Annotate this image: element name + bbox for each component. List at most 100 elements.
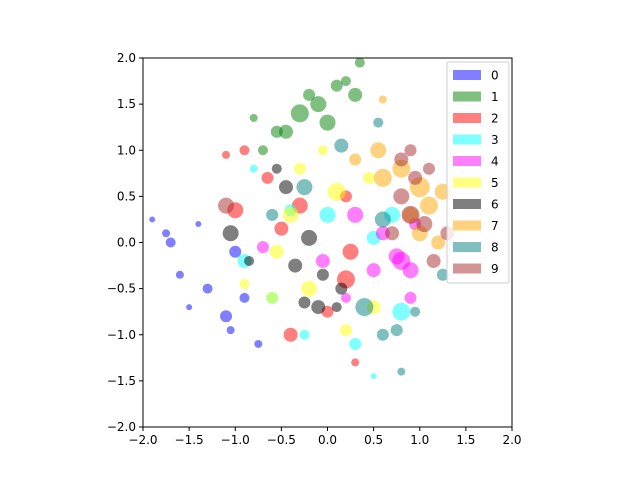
scatter-point xyxy=(335,282,348,295)
x-tick-label: 1.5 xyxy=(456,433,475,447)
scatter-point xyxy=(422,162,435,175)
legend-label: 4 xyxy=(491,155,499,169)
legend-swatch xyxy=(453,134,481,145)
y-tick-label: 1.0 xyxy=(117,143,136,157)
scatter-point xyxy=(226,326,235,335)
scatter-point xyxy=(408,170,423,185)
scatter-point xyxy=(394,152,409,167)
scatter-point xyxy=(270,125,283,138)
scatter-point xyxy=(278,180,293,195)
scatter-point xyxy=(393,188,410,205)
scatter-point xyxy=(162,229,171,238)
scatter-point xyxy=(195,221,202,228)
y-tick-label: 1.5 xyxy=(117,97,136,111)
scatter-point xyxy=(218,197,235,214)
y-tick-label: −1.5 xyxy=(107,374,136,388)
scatter-point xyxy=(404,291,417,304)
scatter-point xyxy=(426,253,441,268)
legend-label: 5 xyxy=(491,176,499,190)
legend-swatch xyxy=(453,199,481,209)
scatter-point xyxy=(334,138,349,153)
legend-label: 1 xyxy=(491,90,499,104)
x-tick-label: −1.0 xyxy=(221,433,250,447)
scatter-point xyxy=(349,337,362,350)
scatter-point xyxy=(319,206,336,223)
scatter-point xyxy=(316,268,329,281)
scatter-point xyxy=(301,280,318,297)
y-tick-label: −1.0 xyxy=(107,328,136,342)
scatter-point xyxy=(392,302,411,321)
scatter-point xyxy=(301,229,318,246)
x-tick-label: −2.0 xyxy=(128,433,157,447)
y-tick-label: −2.0 xyxy=(107,420,136,434)
legend-swatch xyxy=(453,91,481,102)
scatter-point xyxy=(374,211,391,228)
scatter-point xyxy=(269,244,284,259)
scatter-point xyxy=(385,226,400,241)
scatter-point xyxy=(388,248,405,265)
scatter-point xyxy=(342,243,359,260)
legend-swatch xyxy=(453,70,481,80)
scatter-point xyxy=(351,358,360,367)
legend-label: 9 xyxy=(491,262,499,276)
legend-swatch xyxy=(453,156,481,166)
scatter-point xyxy=(340,76,351,87)
scatter-point xyxy=(331,302,342,313)
scatter-point xyxy=(311,300,326,315)
scatter-point xyxy=(327,182,346,201)
scatter-point xyxy=(239,279,250,290)
x-tick-label: 2.0 xyxy=(502,433,521,447)
scatter-point xyxy=(239,145,250,156)
scatter-point xyxy=(257,145,268,156)
scatter-point xyxy=(299,329,310,340)
scatter-point xyxy=(278,124,293,139)
scatter-point xyxy=(222,225,239,242)
scatter-point xyxy=(165,237,176,248)
scatter-point xyxy=(376,328,389,341)
scatter-point xyxy=(363,171,376,184)
scatter-point xyxy=(416,216,433,233)
scatter-point xyxy=(271,163,282,174)
legend-swatch xyxy=(453,242,481,252)
scatter-point xyxy=(355,298,374,317)
scatter-point xyxy=(283,327,298,342)
legend-label: 8 xyxy=(491,241,499,255)
scatter-point xyxy=(366,263,381,278)
legend-label: 3 xyxy=(491,133,499,147)
scatter-point xyxy=(340,292,351,303)
scatter-point xyxy=(436,268,449,281)
scatter-point xyxy=(288,258,303,273)
scatter-point xyxy=(244,255,255,266)
legend-swatch xyxy=(453,263,481,274)
scatter-point xyxy=(310,96,327,113)
scatter-point xyxy=(202,283,213,294)
y-tick-label: 0.0 xyxy=(117,236,136,250)
scatter-point xyxy=(220,310,233,323)
scatter-point xyxy=(370,142,387,159)
scatter-point xyxy=(378,95,387,104)
scatter-point xyxy=(254,339,263,348)
scatter-point xyxy=(290,104,309,123)
scatter-point xyxy=(319,114,336,131)
x-tick-label: 0.0 xyxy=(318,433,337,447)
scatter-point xyxy=(404,144,417,157)
scatter-point xyxy=(373,168,392,187)
legend-swatch xyxy=(453,220,481,231)
scatter-point xyxy=(397,367,406,376)
scatter-point xyxy=(261,171,274,184)
scatter-point xyxy=(354,57,365,68)
scatter-point xyxy=(149,216,156,223)
x-tick-label: −0.5 xyxy=(267,433,296,447)
legend-swatch xyxy=(453,177,481,188)
legend-label: 6 xyxy=(491,198,499,212)
scatter-point xyxy=(370,373,377,380)
legend-label: 2 xyxy=(491,112,499,126)
scatter-point xyxy=(274,221,289,236)
scatter-point xyxy=(402,262,419,279)
scatter-point xyxy=(239,292,250,303)
scatter-point xyxy=(256,241,269,254)
scatter-point xyxy=(229,245,242,258)
scatter-point xyxy=(373,117,384,128)
scatter-point xyxy=(348,87,363,102)
scatter-point xyxy=(347,206,364,223)
